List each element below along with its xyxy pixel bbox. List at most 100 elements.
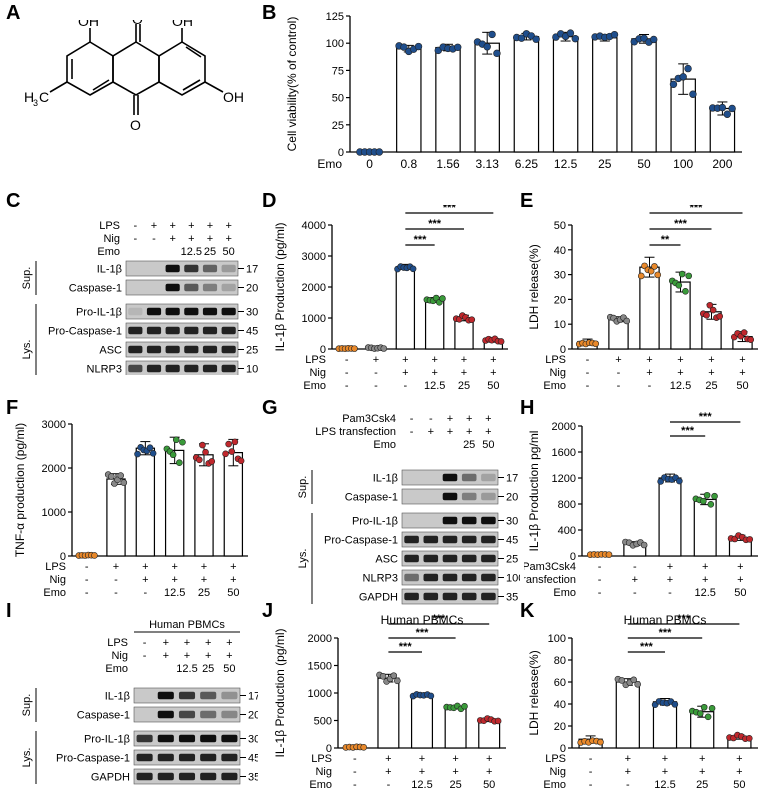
significance-label: *** (690, 205, 704, 214)
atom-o-bottom: O (130, 117, 141, 133)
data-point (566, 29, 575, 37)
y-tick-label: 3000 (302, 251, 326, 263)
panel-d-chart: 0 1000 2000 3000 4000 IL-1β Production (pg/ml… (273, 205, 508, 392)
condition-cell: - (589, 766, 593, 778)
blot-band (423, 573, 439, 582)
condition-cell: + (667, 561, 673, 573)
y-tick-label: 1500 (308, 661, 332, 673)
band-label: Pro-IL-1β (352, 516, 398, 528)
blot-band (481, 535, 496, 544)
condition-cell: - (143, 637, 147, 649)
data-point (597, 738, 604, 746)
blot-band (461, 473, 477, 482)
data-point (199, 441, 206, 449)
condition-cell: 12.5 (670, 380, 691, 392)
category-label: 200 (712, 157, 732, 171)
bar (377, 677, 400, 749)
blot-band (128, 364, 143, 373)
panel-letter-k: K (520, 600, 535, 622)
data-point (497, 338, 505, 345)
data-point (696, 710, 704, 717)
data-point (746, 536, 754, 543)
data-point (689, 90, 697, 98)
condition-cell: + (151, 220, 157, 232)
blot-strip (125, 279, 239, 296)
category-label: 0 (366, 157, 373, 171)
category-label: 1.56 (436, 157, 460, 171)
data-point (618, 677, 626, 684)
condition-cell: 12.5 (176, 663, 197, 675)
molecular-weight: 20 (506, 492, 518, 504)
condition-cell: - (152, 233, 156, 245)
bar (709, 107, 736, 153)
condition-cell: + (163, 637, 169, 649)
molecular-weight: 35 (506, 592, 518, 604)
condition-cell: + (230, 561, 236, 573)
condition-cell: + (205, 637, 211, 649)
y-tick-label: 10 (554, 319, 566, 331)
data-point (747, 336, 755, 343)
bar (395, 266, 416, 350)
blot-band (481, 473, 496, 482)
condition-cell: - (403, 380, 407, 392)
blot-band (404, 554, 419, 563)
blot-band (157, 691, 174, 700)
category-label: 6.25 (515, 157, 539, 171)
molecular-weight: 100 (246, 364, 258, 375)
blot-band (165, 345, 180, 354)
data-point (231, 438, 239, 446)
condition-cell: + (431, 354, 437, 366)
condition-cell: + (431, 367, 437, 379)
molecular-weight: 30 (246, 307, 258, 319)
data-point (390, 672, 398, 679)
blot-band (128, 326, 143, 335)
data-point (623, 317, 631, 325)
blot-band (221, 734, 238, 743)
condition-cell: + (702, 561, 708, 573)
blot-band (221, 326, 236, 335)
category-label: 25 (598, 157, 612, 171)
y-tick-label: 0 (326, 743, 332, 755)
data-point (678, 270, 686, 278)
condition-cell: + (207, 233, 213, 245)
data-point (237, 457, 245, 465)
condition-cell: + (142, 574, 148, 586)
condition-cell: + (677, 354, 683, 366)
data-point (610, 30, 619, 39)
condition-cell: - (143, 650, 147, 662)
condition-cell: + (169, 233, 175, 245)
data-point (676, 477, 683, 485)
y-tick-label: 2000 (552, 421, 576, 433)
atom-h3c-sub: 3 (33, 98, 38, 108)
blot-band (442, 554, 458, 563)
y-tick-label: 500 (314, 716, 332, 728)
y-tick-label: 0 (570, 551, 576, 563)
y-tick-label: 0 (338, 147, 344, 159)
blot-band (136, 753, 153, 762)
condition-label: LPS transfection (315, 426, 396, 438)
molecular-weight: 45 (248, 753, 258, 765)
blot-band (423, 554, 439, 563)
blot-title: Human PBMCs (149, 619, 225, 631)
blot-band (200, 691, 217, 700)
condition-cell: + (184, 650, 190, 662)
condition-cell: - (143, 587, 147, 599)
blot-band (128, 307, 143, 316)
data-point (483, 43, 491, 51)
data-point (684, 64, 692, 73)
y-tick-label: 20 (554, 294, 566, 306)
blot-band (165, 283, 180, 292)
condition-cell: - (345, 354, 349, 366)
y-tick-label: 1000 (308, 688, 332, 700)
condition-cell: + (708, 354, 714, 366)
condition-cell: - (586, 367, 590, 379)
blot-band (461, 492, 477, 501)
panel-k-chart: 0 20 40 60 80 100 LDH release(%) Human PBMCs LPS… (527, 613, 758, 791)
condition-cell: + (452, 753, 458, 765)
data-point (706, 301, 714, 309)
condition-cell: 50 (736, 380, 748, 392)
condition-cell: + (402, 354, 408, 366)
blot-band (442, 516, 458, 525)
condition-label: Nig (111, 650, 128, 662)
